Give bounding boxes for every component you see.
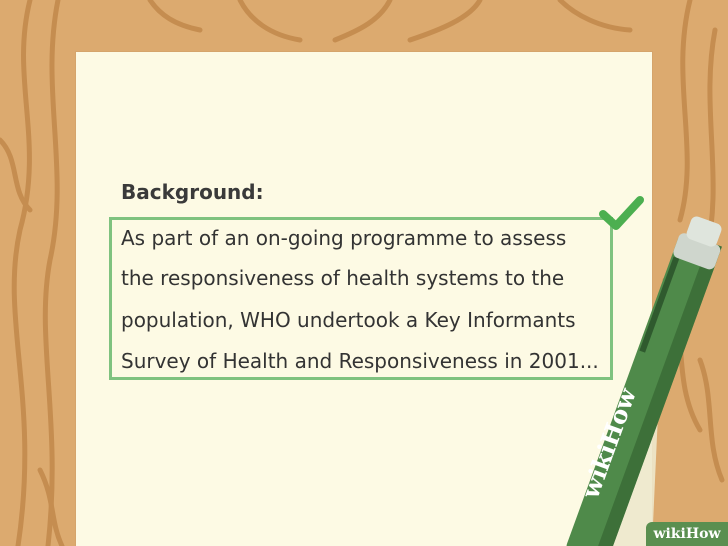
wikihow-watermark: wikiHow xyxy=(646,522,728,546)
